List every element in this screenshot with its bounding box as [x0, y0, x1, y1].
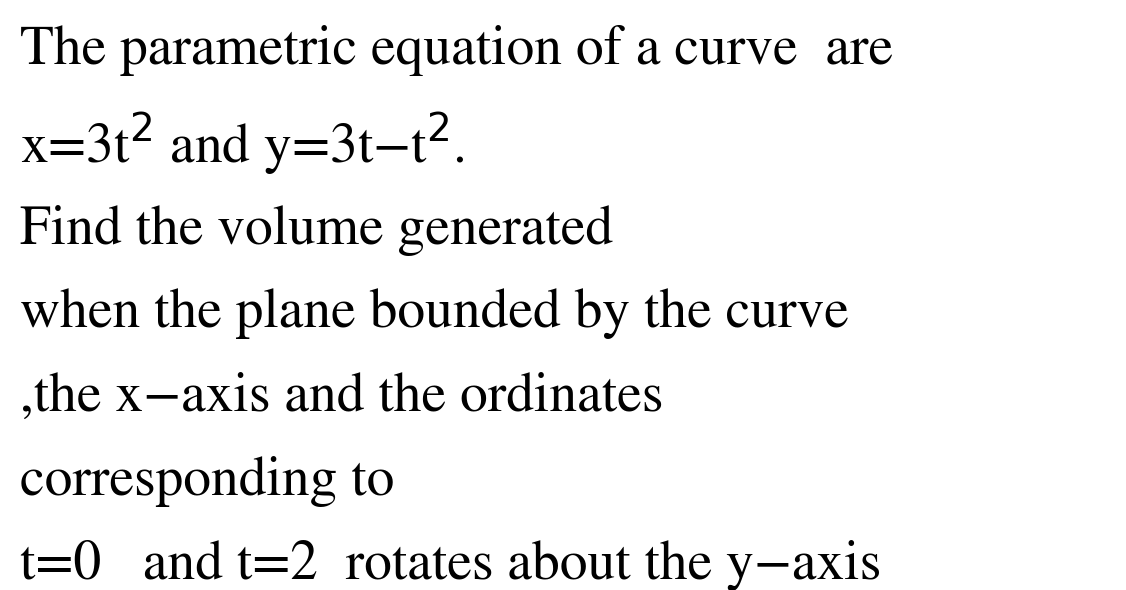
Text: t=0   and t=2  rotates about the y−axis: t=0 and t=2 rotates about the y−axis — [20, 540, 882, 590]
Text: x=3t$^{2}$ and y=3t−t$^{2}$.: x=3t$^{2}$ and y=3t−t$^{2}$. — [20, 111, 465, 178]
Text: corresponding to: corresponding to — [20, 456, 394, 507]
Text: Find the volume generated: Find the volume generated — [20, 205, 614, 255]
Text: The parametric equation of a curve  are: The parametric equation of a curve are — [20, 25, 893, 76]
Text: ,the x−axis and the ordinates: ,the x−axis and the ordinates — [20, 372, 663, 423]
Text: when the plane bounded by the curve: when the plane bounded by the curve — [20, 289, 849, 339]
